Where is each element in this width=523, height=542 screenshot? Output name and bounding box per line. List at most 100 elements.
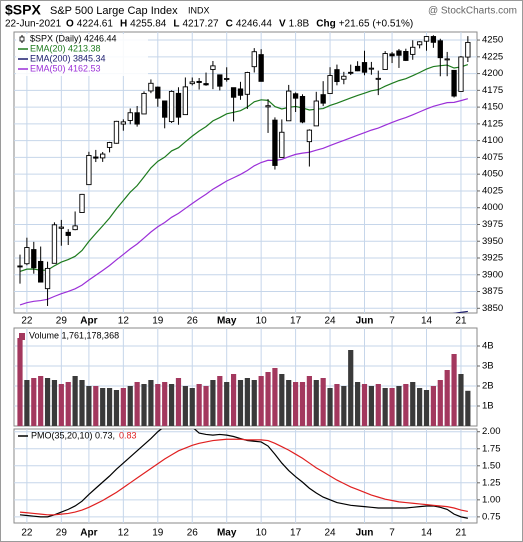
- volume-bar: [286, 380, 292, 426]
- candle-body: [313, 100, 319, 127]
- exchange: INDX: [188, 5, 210, 15]
- y-tick-label: 4075: [482, 152, 503, 163]
- candle-body: [237, 88, 244, 96]
- candle-body: [258, 54, 264, 82]
- volume-bar: [403, 384, 409, 426]
- volume-bar: [72, 376, 78, 426]
- candle-body: [44, 267, 51, 290]
- y-tick-label: 3950: [482, 236, 503, 247]
- volume-bar: [265, 372, 271, 426]
- quote-date: 22-Jun-2021: [5, 19, 62, 30]
- pmo-panel: [13, 428, 478, 524]
- candle-body: [458, 56, 464, 92]
- candle-body: [423, 36, 430, 42]
- y-tick-label: 1.50: [482, 460, 501, 471]
- candle-body: [120, 121, 127, 125]
- volume-bar: [423, 390, 430, 426]
- volume-bar: [17, 338, 23, 426]
- volume-bar: [196, 384, 202, 426]
- candle-body: [444, 58, 450, 61]
- volume-bar: [299, 382, 306, 426]
- candle-body: [244, 72, 251, 95]
- candle-body: [113, 120, 120, 144]
- volume-bar: [210, 380, 216, 426]
- x-tick-label: 12: [118, 528, 130, 539]
- x-tick-label: Jun: [356, 528, 374, 539]
- volume-bar: [389, 388, 395, 426]
- volume-bar: [189, 388, 195, 426]
- y-tick-label: 3B: [482, 361, 494, 372]
- y-tick-label: 4225: [482, 51, 503, 62]
- x-tick-label: 22: [21, 316, 33, 327]
- volume-bar: [182, 386, 188, 426]
- volume-bar: [31, 378, 37, 426]
- candle-body: [348, 71, 354, 74]
- volume-bar: [44, 378, 51, 426]
- candle-body: [65, 231, 71, 236]
- candle-body: [93, 156, 99, 159]
- ema-line: [19, 98, 469, 306]
- volume-bar: [51, 380, 58, 426]
- x-tick-label: 17: [290, 528, 302, 539]
- volume-bar: [162, 382, 168, 426]
- volume-bar: [306, 376, 312, 426]
- volume-bar: [65, 382, 71, 426]
- y-tick-label: 3875: [482, 286, 503, 297]
- volume-bar: [417, 388, 423, 426]
- volume-bar: [127, 386, 133, 426]
- candle-body: [286, 90, 292, 122]
- volume-bar: [279, 374, 285, 426]
- volume-bar: [244, 378, 250, 426]
- quote-value: 1.8B: [289, 19, 310, 30]
- candle-body: [86, 155, 92, 186]
- y-tick-label: 3925: [482, 253, 503, 264]
- x-tick-label: 24: [324, 528, 336, 539]
- candle-body: [265, 105, 271, 108]
- volume-bar: [313, 380, 319, 426]
- quote-value: 4246.44: [236, 19, 273, 30]
- security-name: S&P 500 Large Cap Index: [50, 5, 178, 17]
- quote-value: +21.65 (+0.51%): [339, 19, 414, 30]
- volume-bar: [168, 384, 175, 426]
- x-tick-label: 12: [118, 316, 130, 327]
- volume-bar: [410, 382, 416, 426]
- candle-body: [24, 247, 30, 265]
- candle-body: [127, 112, 133, 121]
- y-tick-label: 0.75: [482, 511, 501, 522]
- legend-label: 0.83: [119, 430, 137, 440]
- candle-body: [382, 53, 388, 70]
- volume-bar: [217, 376, 223, 426]
- candle-body: [100, 153, 106, 159]
- y-tick-label: 1.75: [482, 443, 501, 454]
- volume-bar: [155, 384, 161, 426]
- volume-bar: [341, 386, 347, 426]
- candle-body: [72, 225, 78, 231]
- y-tick-label: 3900: [482, 269, 503, 280]
- volume-bar: [320, 378, 326, 426]
- x-tick-label: 14: [421, 528, 433, 539]
- quote-label: C: [226, 19, 233, 30]
- y-tick-label: 4250: [482, 35, 503, 46]
- y-tick-label: 4000: [482, 202, 503, 213]
- volume-bar: [430, 386, 436, 426]
- candle-body: [217, 74, 223, 87]
- legend-swatch: [19, 36, 25, 42]
- volume-bar: [355, 382, 361, 426]
- volume-bar: [38, 376, 44, 426]
- quote-value: 4224.61: [77, 19, 114, 30]
- pmo-plot: [14, 429, 477, 523]
- volume-bar: [361, 384, 368, 426]
- candle-body: [182, 86, 189, 116]
- quote-label: O: [66, 19, 74, 30]
- volume-bar: [79, 380, 85, 426]
- volume-bar: [293, 382, 299, 426]
- price-plot: [14, 32, 477, 313]
- x-tick-label: May: [217, 528, 237, 539]
- candle-body: [334, 69, 340, 83]
- candle-body: [38, 260, 44, 283]
- volume-bar: [175, 378, 182, 426]
- y-tick-label: 1.25: [482, 477, 501, 488]
